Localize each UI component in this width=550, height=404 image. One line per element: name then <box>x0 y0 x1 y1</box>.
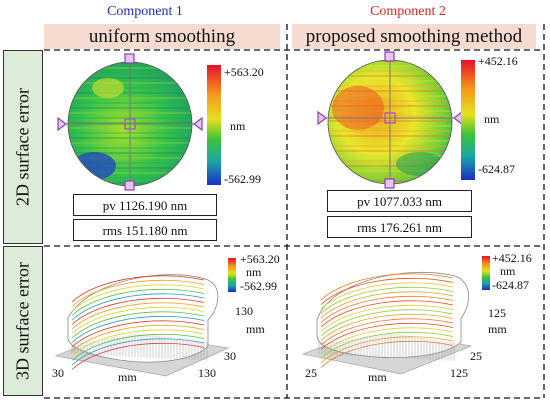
pv-value-2: pv 1077.033 nm <box>327 190 472 212</box>
colorbar-2-unit: nm <box>484 112 500 126</box>
rms-value-1: rms 151.180 nm <box>73 219 217 241</box>
surface-3d-2 <box>301 271 473 375</box>
y-tick-1-top: 130 <box>235 304 253 318</box>
colorbar-3d-2-unit: nm <box>500 264 516 278</box>
y-tick-2-top: 125 <box>488 306 506 320</box>
method-1-header: uniform smoothing <box>44 24 280 49</box>
surface-map-1 <box>57 53 203 191</box>
colorbar-3d-1-unit: nm <box>246 265 262 279</box>
colorbar-3d-2-min: -624.87 <box>492 278 529 292</box>
x-tick-1-right: 130 <box>198 366 216 380</box>
colorbar-1 <box>207 65 221 185</box>
y-unit-2: mm <box>488 322 507 336</box>
x-unit-2: mm <box>368 370 387 384</box>
rms-value-2: rms 176.261 nm <box>327 216 472 238</box>
colorbar-1-min: -562.99 <box>224 172 261 186</box>
row-label-2d: 2D surface error <box>3 50 43 244</box>
y-tick-1-bottom: 30 <box>224 349 236 363</box>
pv-value-1: pv 1126.190 nm <box>73 194 217 216</box>
y-tick-2-bottom: 25 <box>470 349 482 363</box>
colorbar-3d-2 <box>482 256 490 290</box>
colorbar-3d-2-max: +452.16 <box>492 251 532 265</box>
x-tick-1-left: 30 <box>52 366 64 380</box>
colorbar-3d-1 <box>228 258 236 292</box>
component-1-title: Component 1 <box>107 4 183 19</box>
colorbar-2 <box>461 60 475 180</box>
surface-map-2 <box>317 51 463 189</box>
colorbar-2-max: +452.16 <box>478 54 518 68</box>
y-unit-1: mm <box>246 322 265 336</box>
colorbar-1-unit: nm <box>230 119 246 133</box>
x-tick-2-right: 125 <box>450 366 468 380</box>
colorbar-1-max: +563.20 <box>224 65 264 79</box>
colorbar-2-min: -624.87 <box>478 162 515 176</box>
row-label-3d: 3D surface error <box>3 246 43 396</box>
method-2-header: proposed smoothing method <box>292 24 536 49</box>
x-unit-1: mm <box>118 370 137 384</box>
surface-3d-1 <box>54 274 230 377</box>
component-2-title: Component 2 <box>370 4 446 19</box>
colorbar-3d-1-max: +563.20 <box>240 252 280 266</box>
colorbar-3d-1-min: -562.99 <box>240 279 277 293</box>
x-tick-2-left: 25 <box>305 366 317 380</box>
